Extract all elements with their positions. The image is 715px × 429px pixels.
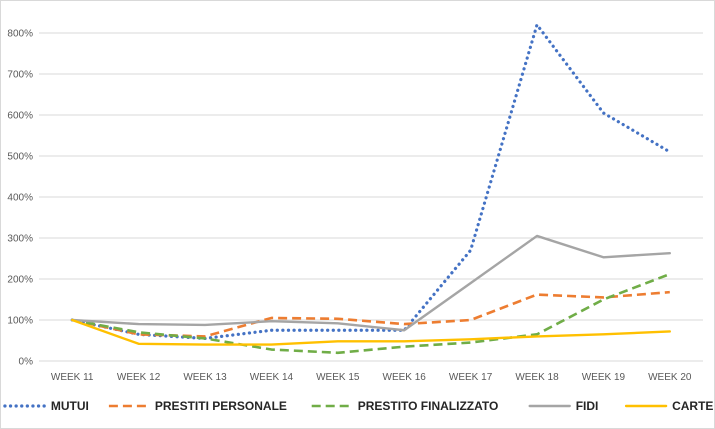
- legend-item: PRESTITI PERSONALE: [108, 399, 287, 413]
- x-axis-tick-labels: WEEK 11 WEEK 12 WEEK 13 WEEK 14 WEEK 15 WEEK …: [51, 372, 692, 383]
- legend-item: FIDI: [528, 399, 599, 413]
- y-tick-label: 800%: [7, 29, 33, 40]
- x-tick-label: WEEK 17: [449, 372, 493, 383]
- series-carte: [70, 318, 671, 346]
- series-line: [70, 318, 671, 346]
- series-line: [70, 23, 672, 341]
- y-tick-label: 500%: [7, 152, 33, 163]
- series-fidi: [70, 234, 671, 332]
- x-tick-label: WEEK 16: [383, 372, 427, 383]
- legend-label: FIDI: [576, 399, 599, 413]
- series-mutui: [70, 23, 672, 341]
- y-tick-label: 400%: [7, 193, 33, 204]
- y-tick-label: 100%: [7, 316, 33, 327]
- legend-item: PRESTITO FINALIZZATO: [311, 399, 499, 413]
- x-tick-label: WEEK 11: [51, 372, 94, 383]
- series-lines: [70, 23, 672, 355]
- y-tick-label: 600%: [7, 111, 33, 122]
- legend-item: CARTE: [624, 399, 713, 413]
- x-tick-label: WEEK 18: [515, 372, 559, 383]
- x-tick-label: WEEK 14: [250, 372, 294, 383]
- x-tick-label: WEEK 12: [117, 372, 161, 383]
- legend-label: PRESTITO FINALIZZATO: [358, 399, 499, 413]
- series-line: [71, 272, 671, 355]
- x-tick-label: WEEK 13: [183, 372, 227, 383]
- y-axis-tick-labels: 0% 100% 200% 300% 400% 500% 600% 700% 800%: [7, 29, 33, 368]
- series-line: [70, 234, 671, 332]
- legend-item: MUTUI: [3, 399, 89, 413]
- y-tick-label: 300%: [7, 234, 33, 245]
- legend-label: PRESTITI PERSONALE: [155, 399, 287, 413]
- legend: MUTUI PRESTITI PERSONALE PRESTITO FINALIZZ…: [3, 399, 713, 413]
- y-tick-label: 200%: [7, 275, 33, 286]
- gridlines: [39, 32, 703, 362]
- y-tick-label: 0%: [19, 357, 34, 368]
- y-tick-label: 700%: [7, 70, 33, 81]
- legend-label: MUTUI: [51, 399, 89, 413]
- x-tick-label: WEEK 15: [316, 372, 360, 383]
- x-tick-label: WEEK 19: [582, 372, 626, 383]
- x-tick-label: WEEK 20: [648, 372, 692, 383]
- legend-label: CARTE: [672, 399, 713, 413]
